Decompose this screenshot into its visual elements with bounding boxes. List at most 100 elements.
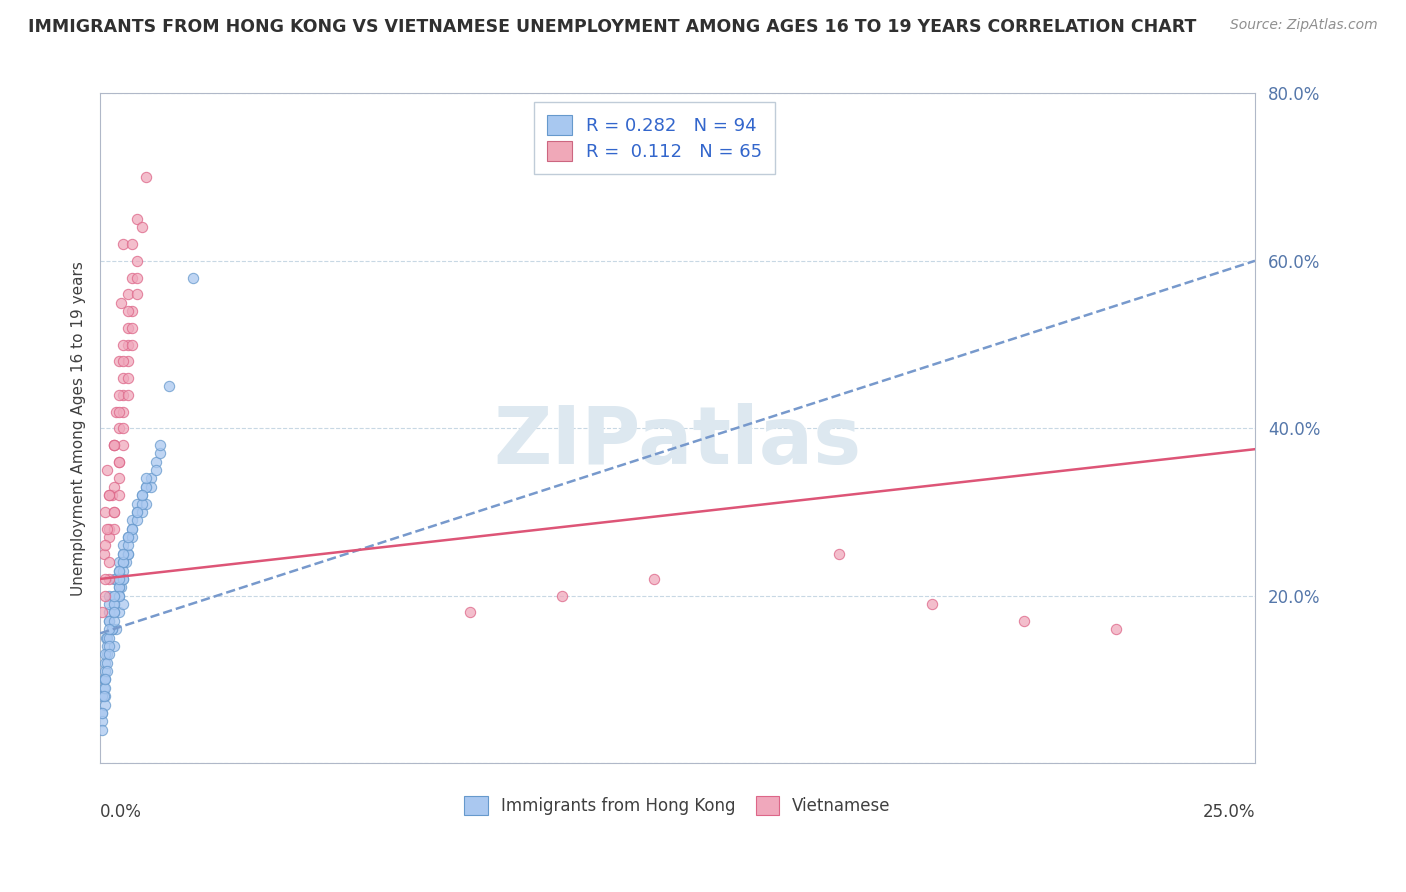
Point — [125, 513, 148, 527]
Point — [131, 488, 153, 502]
Point — [91, 706, 114, 720]
Point — [98, 597, 121, 611]
Point — [105, 572, 128, 586]
Point — [117, 287, 139, 301]
Point — [145, 463, 167, 477]
Point — [100, 622, 122, 636]
Point — [107, 488, 129, 502]
Point — [117, 371, 139, 385]
Point — [112, 438, 135, 452]
Point — [93, 673, 115, 687]
Point — [98, 488, 121, 502]
Point — [458, 606, 481, 620]
Point — [117, 530, 139, 544]
Point — [103, 597, 125, 611]
Point — [135, 480, 157, 494]
Point — [98, 614, 121, 628]
Point — [107, 455, 129, 469]
Point — [112, 237, 135, 252]
Point — [112, 564, 135, 578]
Point — [107, 471, 129, 485]
Point — [91, 714, 114, 729]
Point — [110, 295, 132, 310]
Point — [91, 606, 114, 620]
Point — [157, 379, 180, 393]
Text: IMMIGRANTS FROM HONG KONG VS VIETNAMESE UNEMPLOYMENT AMONG AGES 16 TO 19 YEARS C: IMMIGRANTS FROM HONG KONG VS VIETNAMESE … — [28, 18, 1197, 36]
Point — [103, 606, 125, 620]
Point — [93, 689, 115, 703]
Point — [131, 497, 153, 511]
Point — [1012, 614, 1035, 628]
Text: 0.0%: 0.0% — [100, 804, 142, 822]
Point — [107, 564, 129, 578]
Point — [107, 606, 129, 620]
Point — [117, 354, 139, 368]
Point — [135, 480, 157, 494]
Point — [125, 211, 148, 226]
Point — [149, 438, 172, 452]
Point — [96, 631, 118, 645]
Point — [103, 589, 125, 603]
Point — [98, 648, 121, 662]
Legend: Immigrants from Hong Kong, Vietnamese: Immigrants from Hong Kong, Vietnamese — [458, 789, 897, 822]
Point — [117, 547, 139, 561]
Point — [112, 354, 135, 368]
Point — [103, 505, 125, 519]
Point — [100, 622, 122, 636]
Point — [125, 270, 148, 285]
Point — [94, 681, 117, 695]
Point — [139, 480, 162, 494]
Point — [100, 622, 122, 636]
Point — [117, 320, 139, 334]
Point — [112, 337, 135, 351]
Point — [94, 698, 117, 712]
Point — [94, 673, 117, 687]
Point — [98, 631, 121, 645]
Point — [135, 170, 157, 185]
Point — [131, 505, 153, 519]
Point — [98, 606, 121, 620]
Point — [121, 513, 143, 527]
Point — [125, 253, 148, 268]
Point — [828, 547, 851, 561]
Point — [112, 547, 135, 561]
Point — [125, 497, 148, 511]
Point — [121, 320, 143, 334]
Point — [98, 555, 121, 569]
Point — [107, 354, 129, 368]
Point — [107, 388, 129, 402]
Point — [96, 639, 118, 653]
Point — [121, 530, 143, 544]
Point — [107, 589, 129, 603]
Point — [551, 589, 574, 603]
Point — [96, 522, 118, 536]
Point — [103, 597, 125, 611]
Point — [103, 589, 125, 603]
Point — [149, 446, 172, 460]
Point — [103, 438, 125, 452]
Point — [93, 681, 115, 695]
Point — [103, 639, 125, 653]
Point — [110, 580, 132, 594]
Point — [643, 572, 665, 586]
Point — [93, 547, 115, 561]
Point — [107, 572, 129, 586]
Point — [103, 522, 125, 536]
Point — [114, 555, 136, 569]
Point — [94, 631, 117, 645]
Point — [131, 488, 153, 502]
Point — [94, 673, 117, 687]
Point — [94, 505, 117, 519]
Point — [112, 597, 135, 611]
Point — [96, 656, 118, 670]
Point — [112, 538, 135, 552]
Point — [103, 438, 125, 452]
Point — [94, 572, 117, 586]
Text: Source: ZipAtlas.com: Source: ZipAtlas.com — [1230, 18, 1378, 32]
Text: ZIPatlas: ZIPatlas — [494, 402, 862, 481]
Point — [94, 538, 117, 552]
Point — [181, 270, 204, 285]
Point — [121, 522, 143, 536]
Point — [121, 270, 143, 285]
Point — [94, 656, 117, 670]
